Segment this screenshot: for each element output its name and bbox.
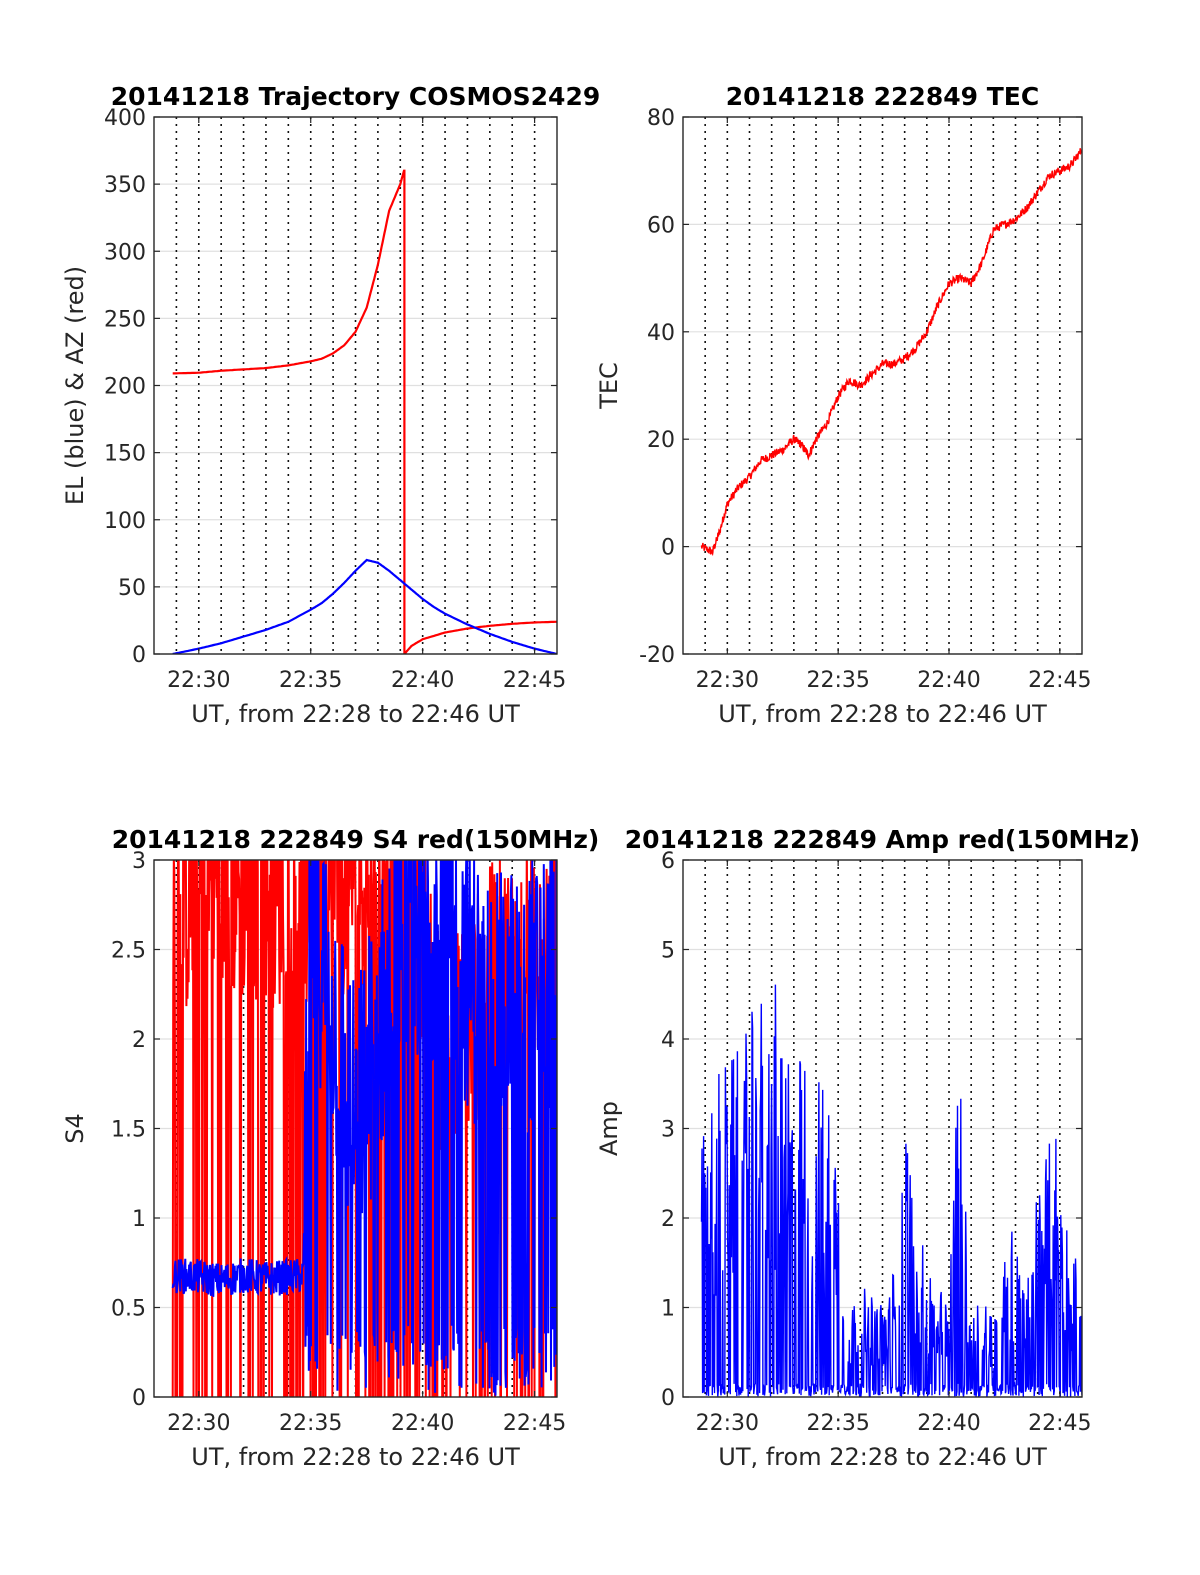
y-tick-label: 350 — [104, 173, 146, 198]
chart-title: 20141218 Trajectory COSMOS2429 — [111, 82, 601, 111]
x-tick-label: 22:45 — [1028, 668, 1091, 693]
x-axis-label: UT, from 22:28 to 22:46 UT — [718, 1443, 1047, 1471]
y-tick-label: 400 — [104, 106, 146, 131]
y-tick-label: 1 — [132, 1207, 146, 1232]
y-tick-label: 3 — [661, 1118, 675, 1143]
x-tick-label: 22:30 — [696, 1411, 759, 1436]
y-tick-label: 2 — [661, 1207, 675, 1232]
x-tick-label: 22:40 — [391, 668, 454, 693]
chart-panel-4: 0 1 2 3 4 5 6 22:30 22:35 22:40 22:45 20141218 2228… — [595, 825, 1140, 1471]
y-tick-label: 200 — [104, 375, 146, 400]
y-axis-label: S4 — [61, 1113, 89, 1144]
y-tick-label: 1.5 — [111, 1118, 146, 1143]
chart-panel-3: 0 0.5 1 1.5 2 2.5 3 22:30 22:35 22:40 22:45 2014121… — [61, 825, 600, 1471]
y-tick-label: 50 — [118, 576, 146, 601]
x-tick-label: 22:45 — [503, 1411, 566, 1436]
x-tick-label: 22:35 — [279, 1411, 342, 1436]
x-axis-label: UT, from 22:28 to 22:46 UT — [191, 1443, 520, 1471]
y-tick-label: 300 — [104, 240, 146, 265]
y-tick-label: -20 — [639, 643, 675, 668]
y-tick-label: 0 — [132, 643, 146, 668]
plot-area — [700, 148, 1082, 557]
y-tick-label: 0.5 — [111, 1297, 146, 1322]
series-line-1 — [700, 984, 1082, 1397]
x-tick-label: 22:40 — [917, 668, 980, 693]
y-tick-label: 4 — [661, 1028, 675, 1053]
y-tick-label: 40 — [647, 321, 675, 346]
y-tick-label: 100 — [104, 509, 146, 534]
x-tick-label: 22:40 — [391, 1411, 454, 1436]
y-tick-label: 150 — [104, 442, 146, 467]
series-line-2 — [172, 558, 557, 654]
y-tick-label: 2.5 — [111, 939, 146, 964]
y-axis-label: TEC — [595, 362, 623, 410]
y-tick-label: 5 — [661, 939, 675, 964]
chart-title: 20141218 222849 Amp red(150MHz) — [625, 825, 1141, 854]
y-tick-label: 1 — [661, 1297, 675, 1322]
y-tick-label: 250 — [104, 307, 146, 332]
y-axis-label: Amp — [595, 1101, 623, 1156]
y-tick-label: 0 — [661, 1386, 675, 1411]
series-line-1 — [172, 169, 557, 654]
x-axis-label: UT, from 22:28 to 22:46 UT — [718, 700, 1047, 728]
x-tick-label: 22:30 — [167, 668, 230, 693]
plot-area — [172, 169, 557, 654]
y-tick-label: 0 — [132, 1386, 146, 1411]
y-tick-label: 2 — [132, 1028, 146, 1053]
plot-area — [171, 860, 557, 1397]
plot-area — [700, 984, 1082, 1397]
x-tick-label: 22:40 — [917, 1411, 980, 1436]
chart-title: 20141218 222849 TEC — [726, 82, 1039, 111]
chart-panel-2: -20 0 20 40 60 80 22:30 22:35 22:40 22:45 20141218… — [595, 82, 1092, 728]
y-tick-label: 0 — [661, 536, 675, 561]
axes-box — [682, 116, 1083, 655]
y-tick-label: 6 — [661, 849, 675, 874]
x-tick-label: 22:45 — [503, 668, 566, 693]
chart-panel-1: 0 50 100 150 200 250 300 350 400 22:30 22:35 22:40 2… — [61, 82, 600, 728]
y-tick-label: 60 — [647, 213, 675, 238]
x-axis-label: UT, from 22:28 to 22:46 UT — [191, 700, 520, 728]
series-line-1 — [700, 148, 1082, 557]
chart-title: 20141218 222849 S4 red(150MHz) — [112, 825, 600, 854]
y-tick-label: 3 — [132, 849, 146, 874]
x-tick-label: 22:35 — [806, 1411, 869, 1436]
x-tick-label: 22:30 — [167, 1411, 230, 1436]
y-tick-label: 80 — [647, 106, 675, 131]
x-tick-label: 22:35 — [806, 668, 869, 693]
series-line-2 — [171, 860, 557, 1396]
x-tick-label: 22:30 — [696, 668, 759, 693]
y-tick-label: 20 — [647, 428, 675, 453]
y-axis-label: EL (blue) & AZ (red) — [61, 266, 89, 505]
x-tick-label: 22:35 — [279, 668, 342, 693]
x-tick-label: 22:45 — [1028, 1411, 1091, 1436]
